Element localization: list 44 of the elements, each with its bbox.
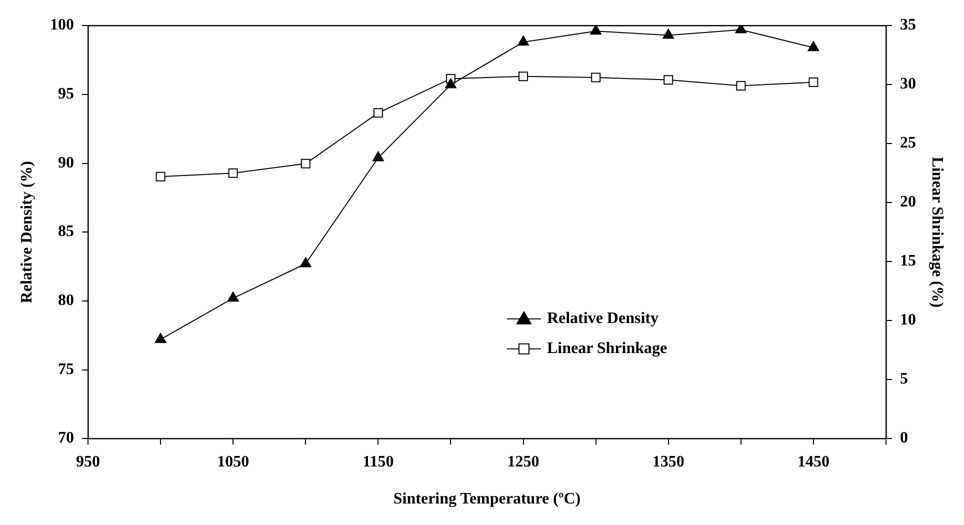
- point: [518, 72, 528, 82]
- point: [300, 257, 312, 268]
- x-tick-label: 1350: [652, 453, 684, 470]
- y-tick-label: 80: [58, 292, 74, 310]
- y-tick-label: 70: [58, 430, 74, 447]
- legend-label: Relative Density: [546, 310, 658, 327]
- y2-tick-label: 15: [900, 252, 916, 270]
- point: [445, 78, 456, 88]
- x-tick-label: 1150: [362, 453, 394, 470]
- y-tick-label: 85: [58, 223, 74, 240]
- point: [736, 81, 746, 91]
- y-tick-label: 90: [58, 154, 74, 172]
- point: [300, 158, 310, 168]
- y2-tick-label: 10: [900, 312, 916, 329]
- y-tick-label: 100: [50, 16, 74, 34]
- point: [664, 75, 674, 85]
- point: [228, 168, 238, 178]
- y2-tick-label: 20: [900, 194, 916, 211]
- point: [227, 292, 239, 302]
- point: [662, 28, 674, 39]
- y-tick-label: 95: [58, 86, 74, 103]
- y2-tick-label: 25: [900, 134, 916, 152]
- point: [156, 172, 166, 182]
- point: [591, 72, 601, 82]
- point: [373, 108, 383, 118]
- x-tick-label: 1050: [217, 453, 250, 470]
- point: [590, 26, 602, 35]
- x-tick-label: 1450: [797, 453, 830, 470]
- y-axis-title: Relative Density (%): [18, 161, 36, 304]
- y2-tick-label: 0: [900, 430, 908, 447]
- y2-tick-label: 30: [900, 76, 916, 93]
- x-tick-label: 1250: [507, 453, 540, 470]
- y2-tick-label: 5: [900, 370, 908, 388]
- y2-axis-title: Linear Shrinkage (%): [928, 156, 946, 308]
- y-tick-label: 75: [58, 360, 74, 378]
- legend-label: Linear Shrinkage: [546, 340, 668, 357]
- point: [808, 41, 820, 52]
- y2-tick-label: 35: [900, 16, 916, 34]
- point: [518, 36, 529, 46]
- point: [154, 332, 166, 343]
- x-tick-label: 950: [76, 453, 100, 470]
- x-axis-title: Sintering Temperature (ºC): [393, 490, 581, 508]
- point: [808, 78, 818, 87]
- point: [372, 151, 384, 162]
